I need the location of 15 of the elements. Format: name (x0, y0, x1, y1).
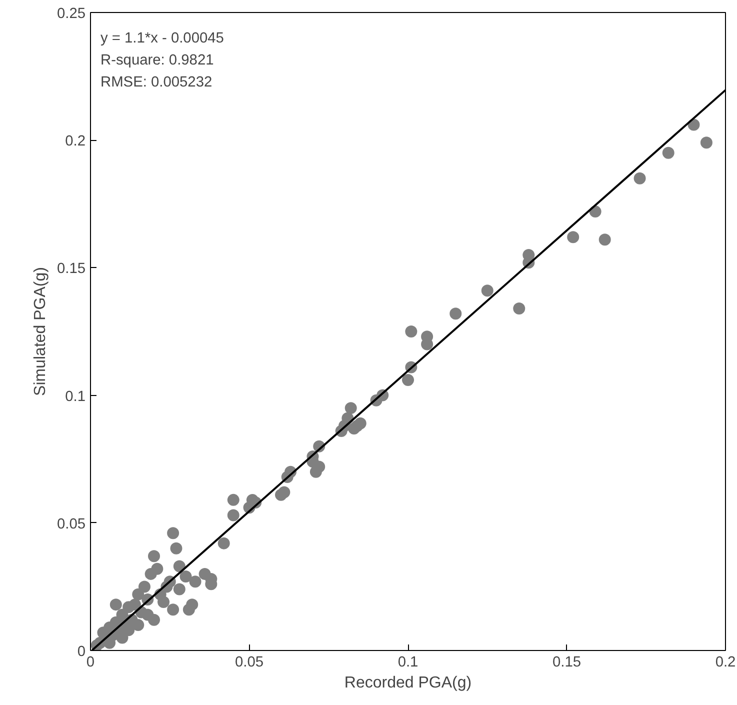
x-tick-label: 0.2 (715, 654, 736, 670)
annotation: y = 1.1*x - 0.00045 (100, 30, 224, 46)
annotation: RMSE: 0.005232 (100, 74, 212, 90)
y-tick-label: 0 (77, 644, 86, 660)
y-tick-label: 0.1 (65, 388, 86, 405)
y-tick-label: 0.2 (65, 134, 86, 150)
x-tick-label: 0.15 (552, 654, 582, 670)
x-tick-label: 0.1 (398, 654, 418, 670)
y-tick-label: 0.25 (56, 6, 86, 22)
annotation: R-square: 0.9821 (100, 52, 214, 68)
y-tick-label: 0.15 (56, 261, 86, 278)
y-axis-title: Simulated PGA(g) (32, 267, 49, 396)
x-tick-label: 0.05 (234, 654, 264, 670)
y-tick-label: 0.05 (56, 516, 86, 532)
x-axis-title: Recorded PGA(g) (344, 674, 472, 692)
